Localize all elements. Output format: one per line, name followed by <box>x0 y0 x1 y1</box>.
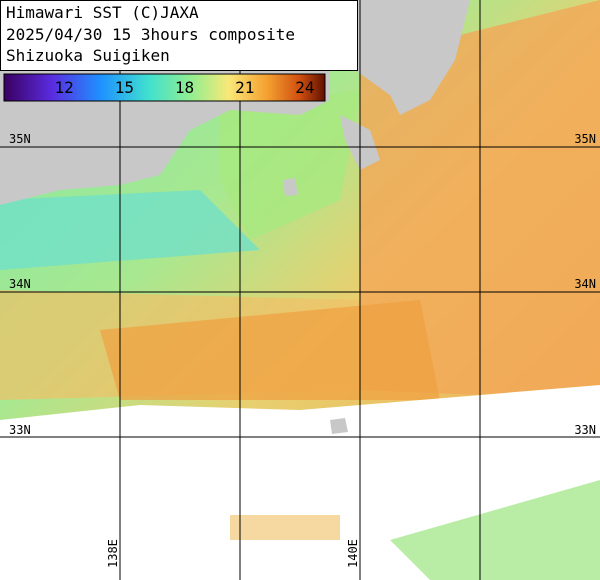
colorbar-tick-label: 21 <box>235 78 254 97</box>
lat-label: 34N <box>574 277 596 291</box>
lat-label: 33N <box>574 423 596 437</box>
colorbar-tick-label: 12 <box>55 78 74 97</box>
colorbar-tick-label: 24 <box>295 78 314 97</box>
lat-label: 35N <box>9 132 31 146</box>
colorbar <box>3 73 326 102</box>
title-box <box>0 0 358 71</box>
lon-label: 138E <box>106 539 120 568</box>
lon-label: 140E <box>346 539 360 568</box>
lat-label: 33N <box>9 423 31 437</box>
title-line: Shizuoka Suigiken <box>6 46 170 65</box>
lat-label: 34N <box>9 277 31 291</box>
lat-label: 35N <box>574 132 596 146</box>
title-line: Himawari SST (C)JAXA <box>6 3 199 22</box>
colorbar-tick-label: 15 <box>115 78 134 97</box>
colorbar-tick-label: 18 <box>175 78 194 97</box>
title-line: 2025/04/30 15 3hours composite <box>6 25 295 44</box>
